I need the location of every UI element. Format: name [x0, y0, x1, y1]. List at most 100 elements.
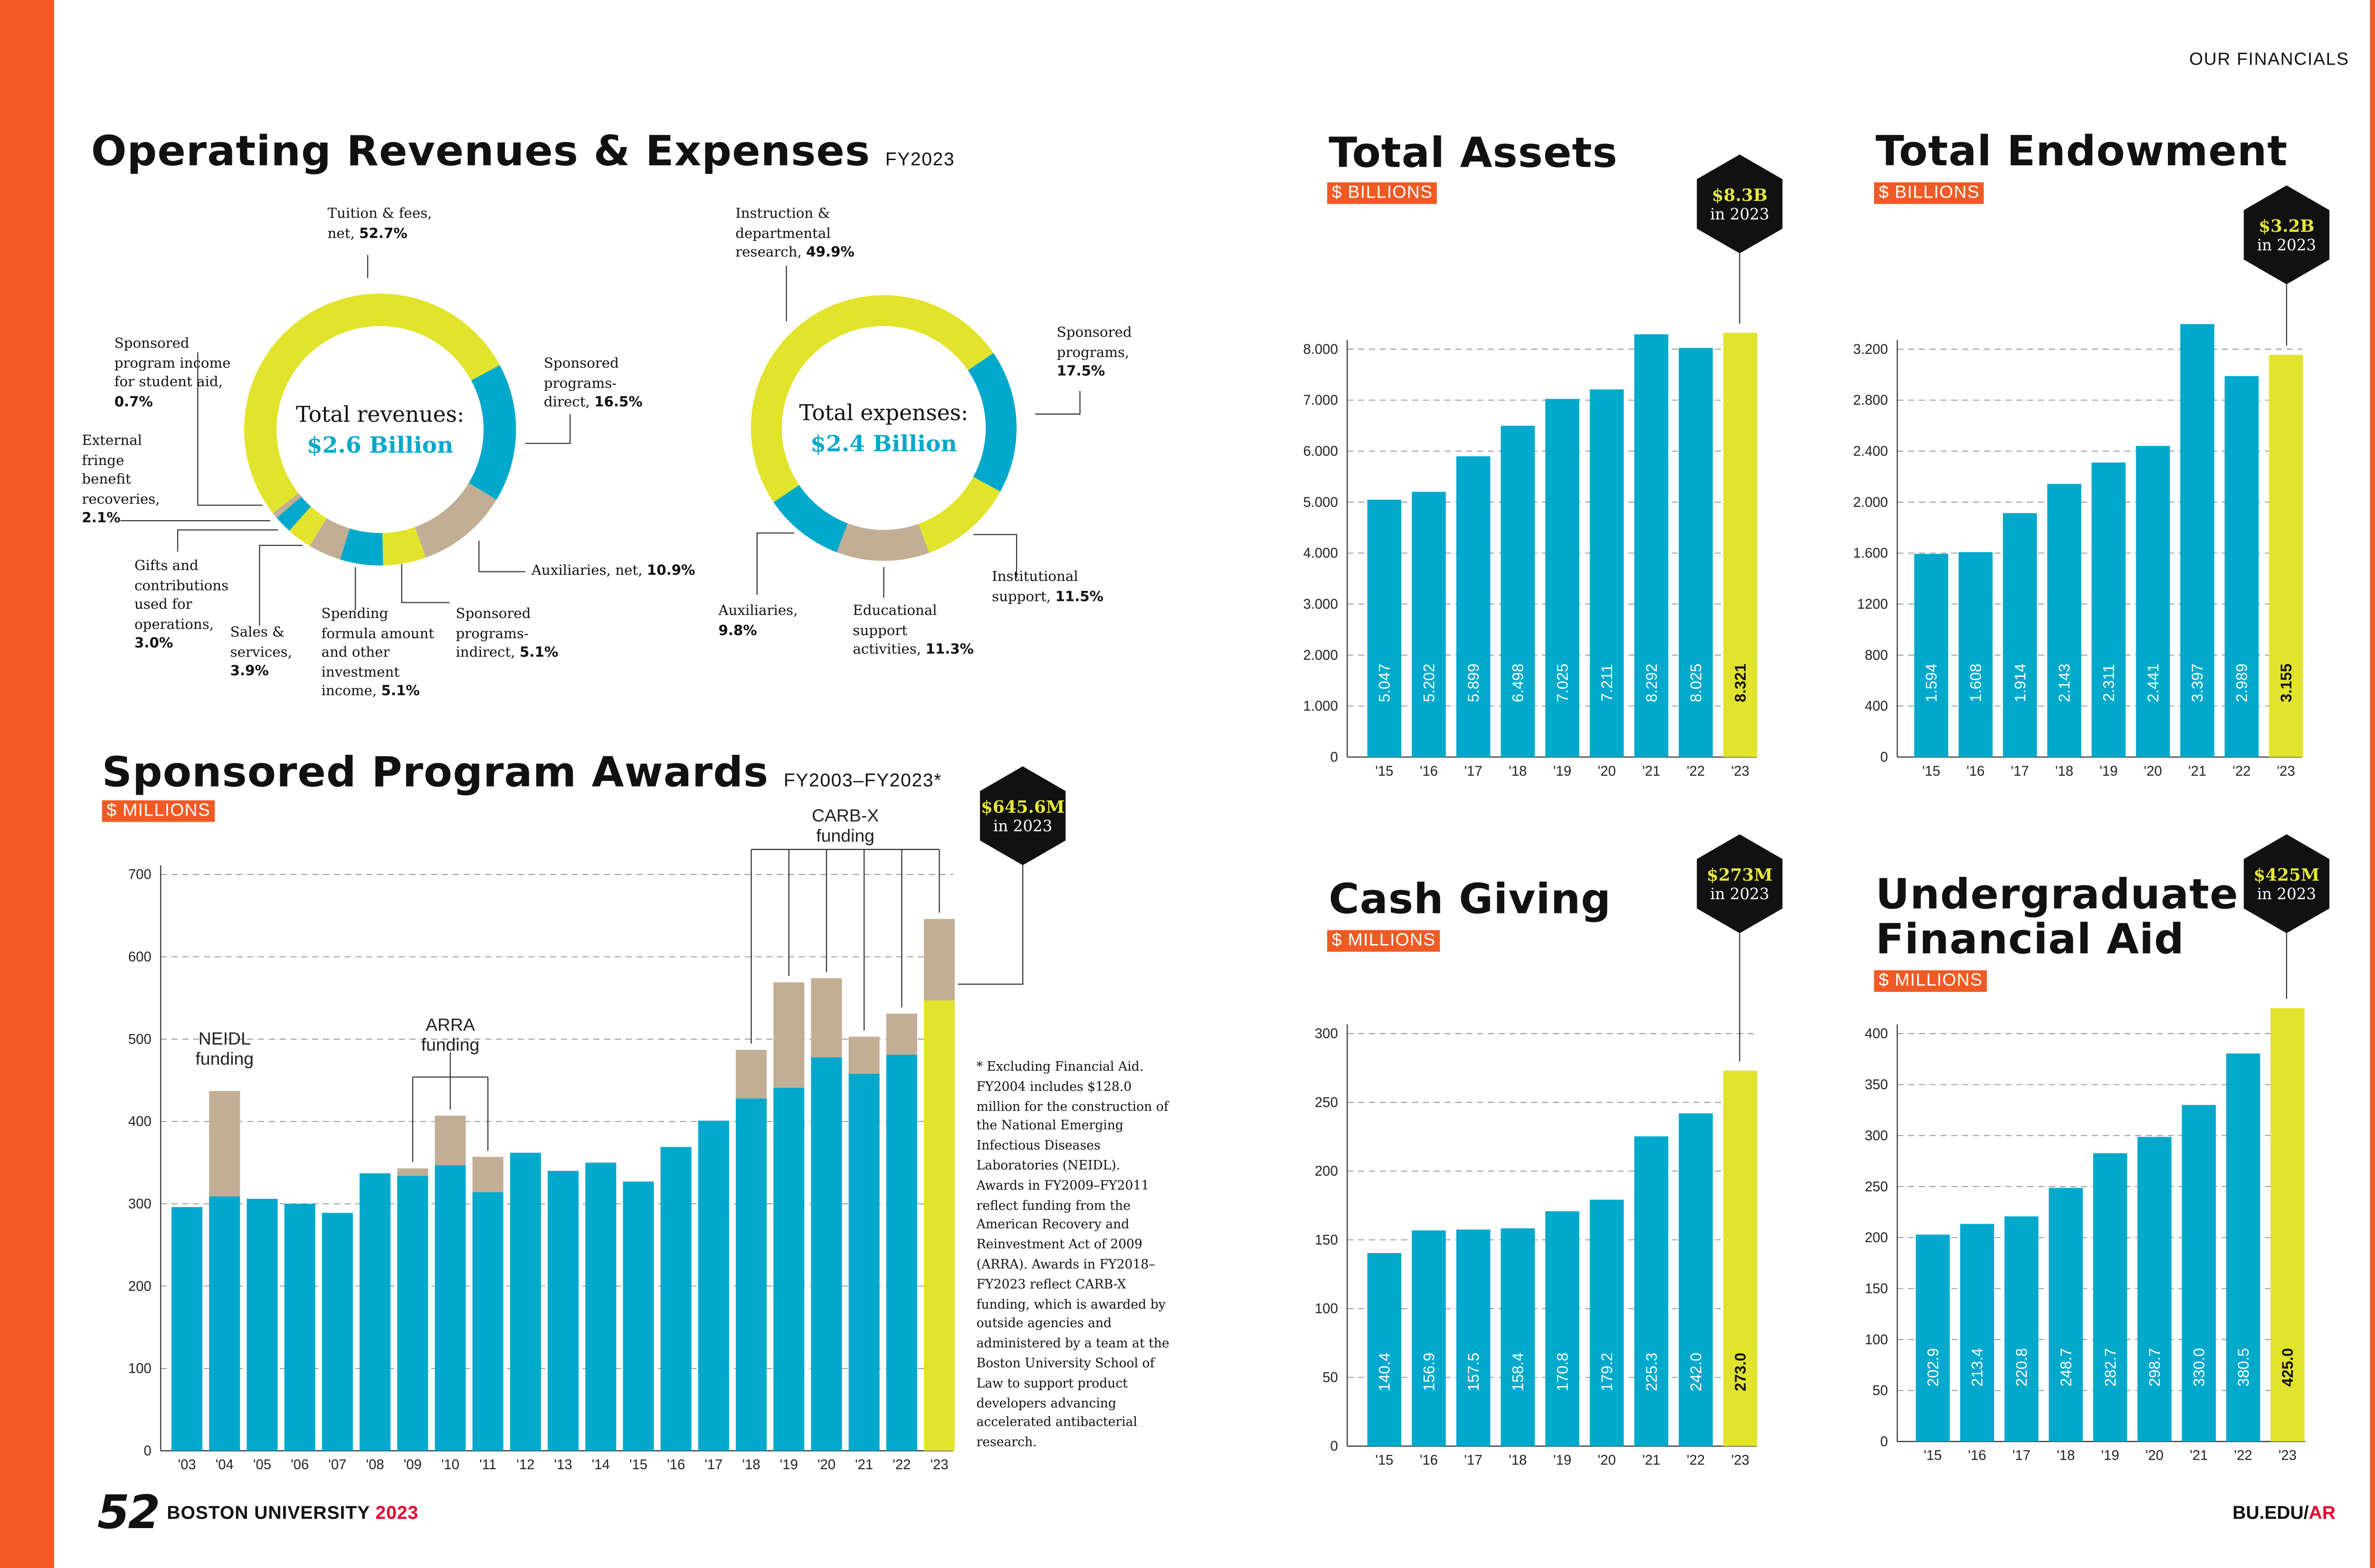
cash-y-tick-label: 100	[1315, 1302, 1338, 1317]
expense-label-1-percent: 17.5%	[1056, 365, 1105, 380]
assets-x-tick-label: '20	[1598, 764, 1616, 779]
leader-gifts	[177, 529, 278, 552]
awards-x-tick-label: '16	[667, 1457, 685, 1473]
awards-bar	[397, 1176, 428, 1451]
revenue-label-4-percent: 5.1%	[381, 685, 420, 701]
awards-unit-badge: $ MILLIONS	[102, 800, 216, 822]
revenue-label-3-text: programs-	[456, 627, 529, 642]
footer-url-main[interactable]: BU.EDU/	[2232, 1501, 2309, 1524]
cash-bar-value-label: 170.8	[1554, 1353, 1571, 1391]
operating-title: Operating Revenues & Expenses FY2023	[91, 130, 955, 182]
awards-y-tick-label: 300	[128, 1197, 152, 1212]
endowment-bar	[2047, 484, 2081, 757]
ugaid-bar	[2004, 1216, 2039, 1442]
awards-bar	[247, 1198, 278, 1451]
cash-unit-badge: $ MILLIONS	[1327, 930, 1441, 952]
ugaid-y-tick-label: 150	[1865, 1281, 1888, 1296]
footer-url-accent[interactable]: AR	[2308, 1501, 2336, 1524]
right-orange-strip	[2370, 0, 2375, 1568]
awards-bar	[660, 1147, 692, 1451]
awards-bar	[811, 1057, 842, 1451]
ugaid-title-line2: Financial Aid	[1875, 916, 2185, 964]
endowment-y-tick-label: 1.600	[1853, 546, 1888, 561]
awards-bar	[510, 1152, 541, 1451]
awards-x-tick-label: '17	[704, 1457, 722, 1473]
awards-y-tick-label: 400	[128, 1114, 152, 1130]
ugaid-bar-value-label: 202.9	[1924, 1348, 1941, 1387]
cash-bar	[1545, 1211, 1579, 1446]
assets-callout-hexagon-sub: in 2023	[1710, 205, 1769, 223]
revenue-label-1-text: programs-	[543, 376, 617, 392]
assets-y-tick-label: 6.000	[1303, 444, 1338, 459]
awards-bar-special	[209, 1091, 240, 1197]
expense-label-0: Instruction & departmental research, 49.9%	[735, 206, 855, 264]
ugaid-callout-hexagon-value: $425M	[2253, 865, 2319, 885]
revenue-slice-1	[468, 365, 516, 500]
revenue-label-5: Sales & services, 3.9%	[230, 624, 292, 683]
expense-label-3-text: activities,	[853, 643, 922, 659]
endowment-bar	[1958, 552, 1993, 757]
ugaid-y-tick-label: 400	[1865, 1026, 1888, 1042]
ugaid-bar	[2093, 1153, 2128, 1442]
assets-bar-value-label: 5.899	[1465, 664, 1482, 702]
awards-bar	[360, 1173, 391, 1451]
cash-y-tick-label: 0	[1330, 1439, 1338, 1454]
revenue-label-8-text: program income	[114, 356, 231, 372]
awards-x-tick-label: '19	[780, 1457, 798, 1473]
assets-bar	[1723, 333, 1758, 757]
revenue-slice-4	[340, 528, 383, 566]
revenue-label-2-percent: 10.9%	[646, 564, 695, 580]
expense-label-1-text: programs,	[1056, 345, 1130, 361]
ugaid-callout-hexagon-sub: in 2023	[2257, 885, 2316, 903]
footer-year: 2023	[375, 1501, 419, 1524]
expense-label-3-percent: 11.3%	[925, 643, 974, 659]
revenue-slice-5	[310, 518, 350, 560]
page-number: 52	[97, 1486, 161, 1540]
awards-x-tick-label: '05	[253, 1457, 271, 1473]
assets-bar	[1412, 492, 1446, 757]
awards-x-tick-label: '08	[366, 1457, 384, 1473]
cash-callout-hexagon-shape	[1697, 834, 1783, 933]
endowment-bar-value-label: 2.143	[2056, 664, 2073, 702]
awards-x-tick-label: '22	[893, 1457, 911, 1473]
expense-slice-2	[918, 476, 1000, 553]
endowment-bar	[2224, 376, 2259, 757]
endowment-x-tick-label: '23	[2277, 764, 2295, 779]
ugaid-bar	[2226, 1053, 2261, 1442]
ugaid-x-tick-label: '16	[1968, 1448, 1986, 1463]
assets-bar-value-label: 7.025	[1554, 664, 1571, 702]
awards-bar	[736, 1098, 767, 1451]
endowment-bar	[2136, 446, 2170, 757]
annotation-label: ARRA	[426, 1015, 475, 1035]
assets-bar-value-label: 6.498	[1510, 664, 1527, 702]
leader-student-aid	[197, 352, 263, 506]
endowment-bar-value-label: 1.608	[1967, 664, 1984, 702]
assets-y-tick-label: 8.000	[1303, 342, 1338, 357]
operating-title-text: Operating Revenues & Expenses	[91, 128, 871, 176]
awards-bar	[585, 1162, 617, 1451]
endowment-y-tick-label: 400	[1865, 699, 1888, 714]
revenue-label-6: Gifts and contributions used for operations…	[134, 558, 228, 655]
footer-url[interactable]: BU.EDU/AR	[2232, 1502, 2336, 1524]
assets-bar	[1501, 426, 1535, 757]
cash-bar	[1412, 1230, 1446, 1446]
expense-slice-0	[750, 295, 994, 503]
leader-institutional	[973, 534, 1017, 578]
expense-label-2-percent: 11.5%	[1055, 589, 1104, 605]
awards-bar-special	[811, 978, 842, 1057]
leader-sales	[259, 545, 303, 626]
endowment-title: Total Endowment	[1875, 128, 2288, 176]
expense-label-0-text: Instruction &	[735, 207, 830, 223]
expense-center-label: Total expenses:	[799, 401, 969, 427]
assets-x-tick-label: '19	[1553, 764, 1571, 779]
ugaid-callout-hexagon-shape	[2243, 834, 2329, 933]
revenue-center-label: Total revenues:	[295, 403, 465, 428]
assets-y-tick-label: 5.000	[1303, 495, 1338, 510]
endowment-x-tick-label: '18	[2055, 764, 2073, 779]
awards-y-tick-label: 200	[128, 1279, 152, 1294]
revenue-label-4-text: investment	[321, 665, 400, 681]
expense-slice-3	[836, 523, 929, 561]
assets-x-tick-label: '22	[1687, 764, 1705, 779]
